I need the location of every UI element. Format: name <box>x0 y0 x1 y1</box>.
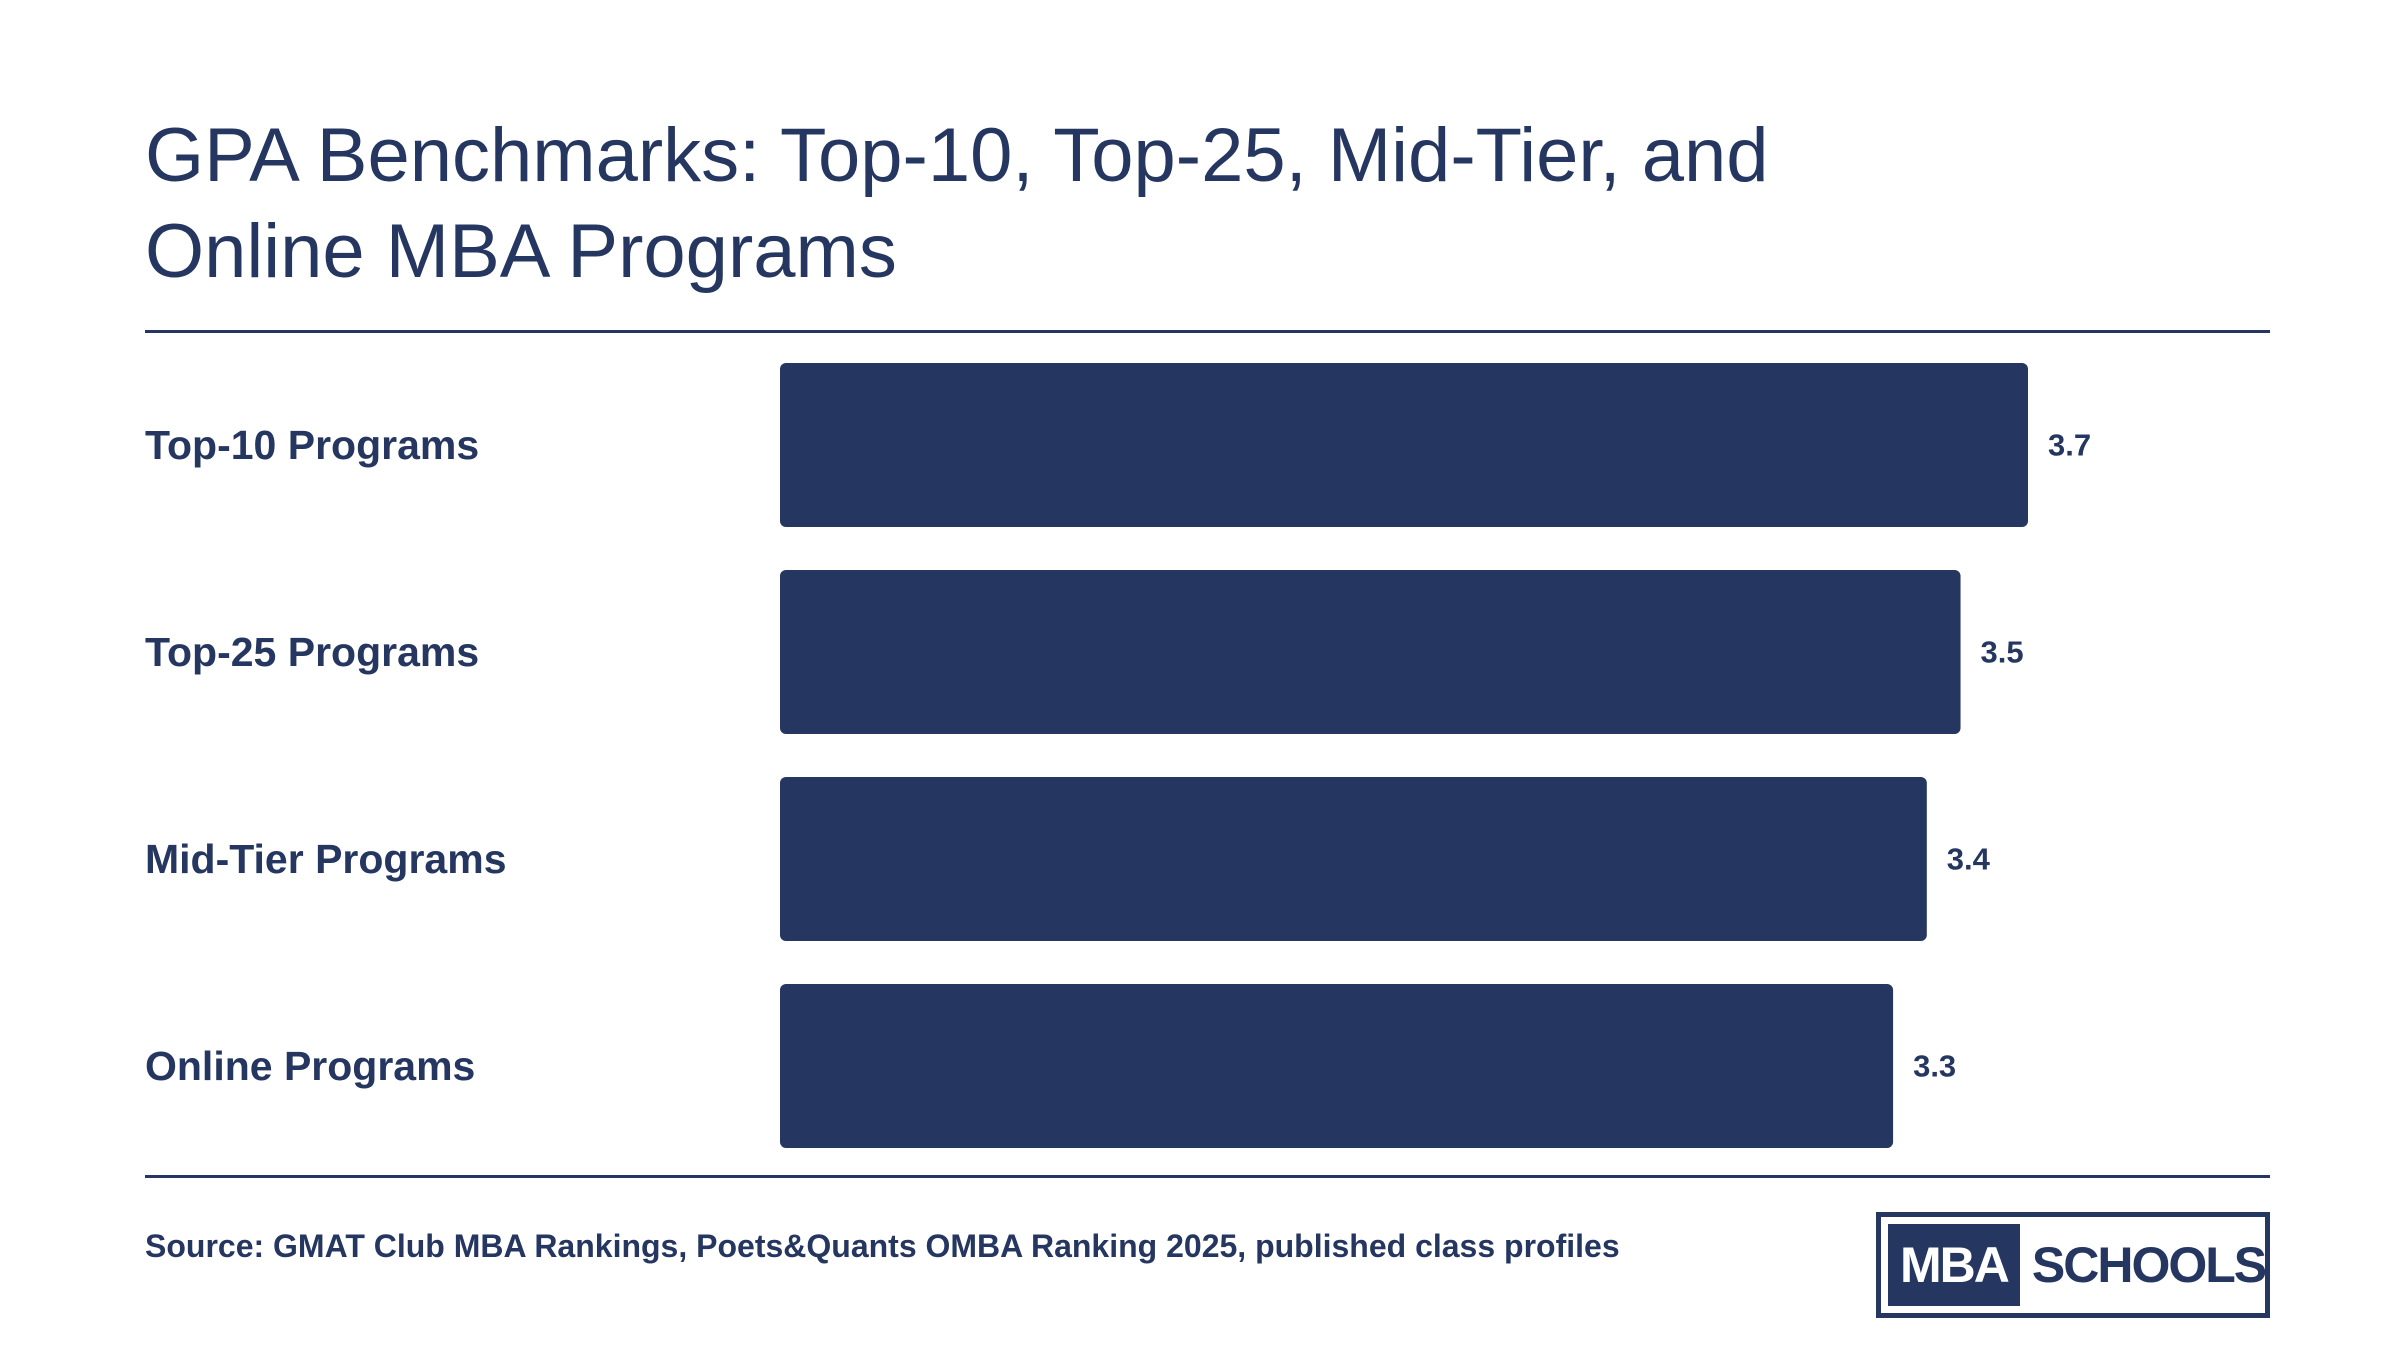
page-title: GPA Benchmarks: Top-10, Top-25, Mid-Tier… <box>145 108 2045 300</box>
category-label: Top-25 Programs <box>145 629 479 675</box>
logo-schools-text: SCHOOLS <box>2031 1237 2267 1293</box>
value-label: 3.7 <box>2048 428 2091 463</box>
bar <box>780 363 2028 527</box>
mba-schools-logo: MBA SCHOOLS <box>1876 1212 2270 1318</box>
bottom-divider <box>145 1175 2270 1178</box>
category-label: Online Programs <box>145 1043 475 1089</box>
category-label: Mid-Tier Programs <box>145 836 507 882</box>
bar <box>780 984 1894 1148</box>
title-line-2: Online MBA Programs <box>145 209 897 294</box>
value-label: 3.3 <box>1913 1049 1956 1084</box>
logo-mba-text: MBA <box>1888 1224 2020 1306</box>
top-divider <box>145 330 2270 333</box>
source-note: Source: GMAT Club MBA Rankings, Poets&Qu… <box>145 1228 1620 1264</box>
value-label: 3.4 <box>1947 842 1991 877</box>
bar <box>780 570 1961 734</box>
bar <box>780 777 1927 941</box>
title-line-1: GPA Benchmarks: Top-10, Top-25, Mid-Tier… <box>145 113 1769 198</box>
value-label: 3.5 <box>1981 635 2024 670</box>
category-label: Top-10 Programs <box>145 422 479 468</box>
